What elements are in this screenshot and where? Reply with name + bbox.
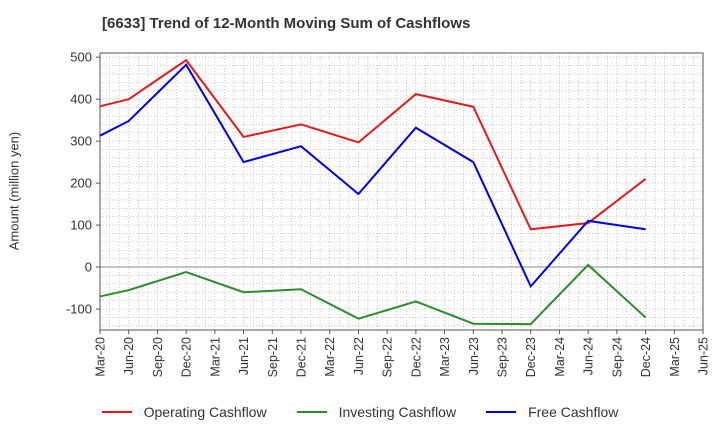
x-tick-label: Mar-23 bbox=[438, 337, 452, 377]
x-tick-label: Mar-21 bbox=[208, 337, 222, 377]
y-tick-label: 200 bbox=[70, 176, 92, 191]
x-tick-label: Dec-20 bbox=[180, 337, 194, 377]
legend-swatch bbox=[296, 411, 327, 413]
x-tick-label: Mar-24 bbox=[553, 337, 567, 377]
legend-label: Free Cashflow bbox=[528, 404, 619, 420]
series-line-free-cashflow bbox=[99, 63, 646, 289]
y-tick-label: 400 bbox=[70, 92, 92, 107]
series-line-investing-cashflow bbox=[99, 263, 647, 326]
x-tick-label: Mar-22 bbox=[323, 337, 337, 377]
legend-label: Investing Cashflow bbox=[338, 404, 457, 420]
x-tick-label: Jun-22 bbox=[352, 337, 366, 375]
y-tick-label: 300 bbox=[70, 134, 92, 149]
x-tick-label: Jun-20 bbox=[122, 337, 136, 375]
x-tick-label: Sep-24 bbox=[610, 337, 624, 377]
legend-swatch bbox=[101, 411, 132, 413]
x-tick-label: Sep-21 bbox=[266, 337, 280, 377]
x-tick-label: Jun-25 bbox=[697, 337, 711, 375]
axis-ticks: -100 0 100 200 300 400 500 Mar-20 Jun-20 Sep-20 De… bbox=[66, 50, 711, 378]
x-tick-label: Jun-21 bbox=[237, 337, 251, 375]
y-tick-label: -100 bbox=[66, 302, 92, 317]
x-tick-label: Sep-20 bbox=[151, 337, 165, 377]
legend-item: Investing Cashflow bbox=[296, 404, 457, 420]
x-tick-label: Dec-21 bbox=[295, 337, 309, 377]
x-tick-label: Mar-20 bbox=[94, 337, 108, 377]
x-tick-label: Sep-22 bbox=[381, 337, 395, 377]
x-tick-label: Dec-22 bbox=[409, 337, 423, 377]
x-tick-label: Dec-24 bbox=[639, 337, 653, 377]
legend-item: Free Cashflow bbox=[486, 404, 618, 420]
x-tick-label: Sep-23 bbox=[496, 337, 510, 377]
legend-label: Operating Cashflow bbox=[143, 404, 267, 420]
series-line-operating-cashflow bbox=[99, 58, 647, 231]
x-tick-label: Jun-24 bbox=[582, 337, 596, 375]
x-tick-label: Jun-23 bbox=[467, 337, 481, 375]
y-tick-label: 100 bbox=[70, 218, 92, 233]
x-tick-label: Mar-25 bbox=[668, 337, 682, 377]
series-lines bbox=[99, 58, 647, 326]
legend-item: Operating Cashflow bbox=[101, 404, 267, 420]
plot-frame bbox=[99, 52, 704, 331]
chart-title: [6633] Trend of 12-Month Moving Sum of C… bbox=[102, 15, 471, 32]
y-tick-label: 0 bbox=[85, 260, 92, 275]
x-tick-label: Dec-23 bbox=[524, 337, 538, 377]
legend: Operating Cashflow Investing Cashflow Free… bbox=[0, 404, 720, 420]
y-tick-label: 500 bbox=[70, 50, 92, 65]
legend-swatch bbox=[486, 411, 517, 413]
